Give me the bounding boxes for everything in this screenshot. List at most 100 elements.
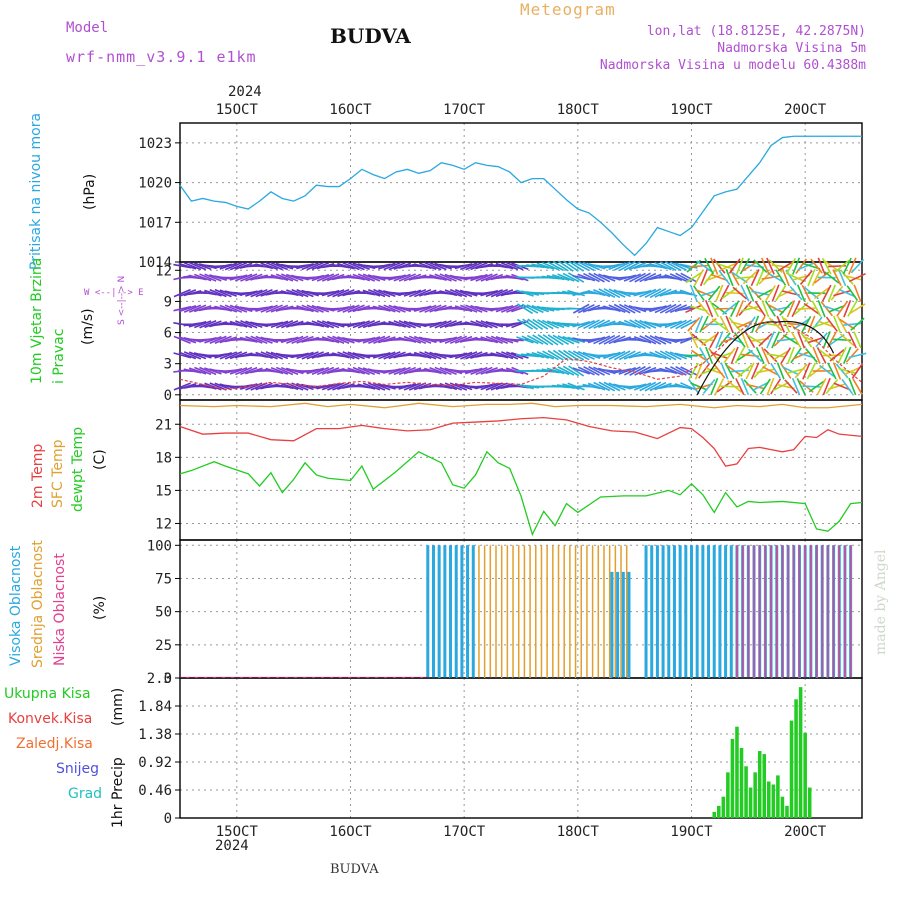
wind-barb [383,368,401,374]
wind-barb [713,258,726,274]
temp2m-line [179,416,863,467]
y-tick-label: 100 [147,538,172,554]
wind-barb [669,261,687,271]
wind-barb [178,336,197,344]
wind-barb [618,303,636,314]
wind-barb [464,367,483,375]
wind-barb [311,262,330,271]
wind-barb [685,271,702,284]
wind-barb [807,268,816,287]
wind-barb [572,303,590,314]
wind-barb [275,273,294,282]
wind-barb [234,262,253,270]
wind-barb [311,351,330,359]
precip-bar [762,754,767,818]
wind-barb [761,346,770,364]
wind-barb [357,337,376,343]
wind-barb [603,334,621,345]
wind-barb [644,288,662,299]
wind-barb [710,273,729,282]
wind-barb [475,337,494,343]
wind-barb [526,304,544,314]
wind-barb [787,273,805,282]
wind-barb [372,305,391,312]
wind-barb [198,290,217,296]
wind-barb [188,320,207,328]
wind-barb [178,304,197,313]
wind-barb [618,366,636,375]
precip-bar [767,781,771,818]
wind-barb [188,367,207,375]
wind-barb [240,273,258,282]
wind-barb [841,378,854,395]
wind-barbs [173,257,867,396]
wind-barb [698,347,710,364]
wind-barb [521,303,539,314]
wind-barb [623,351,641,360]
wind-barb [780,347,792,364]
wind-barb [239,290,258,296]
wind-barb [751,381,769,392]
wind-barb [291,335,309,345]
wind-barb [725,315,734,333]
wind-barb [393,366,411,376]
x-tick-label-bottom: 16OCT [329,824,372,840]
wind-barb [705,273,723,282]
wind-barb [675,365,692,376]
wind-barb [352,366,370,376]
wind-barb [214,305,233,312]
wind-barb [270,262,289,271]
wind-barb [342,262,360,271]
wind-barb [245,335,263,344]
wind-barb [280,336,299,344]
wind-barb [403,335,422,344]
wind-barb [694,315,704,333]
wind-barb [750,362,760,380]
x-tick-label-bottom: 20OCT [784,824,827,840]
wind-barb [480,289,499,297]
x-tick-label-bottom: 17OCT [443,824,486,840]
wind-barb [439,366,457,375]
precip-bar [753,772,757,818]
wind-barb [628,337,647,343]
wind-barb [659,321,678,327]
wind-barb [219,304,238,313]
wind-barb [669,273,687,282]
wind-barb [848,352,867,359]
wind-barb [214,263,233,269]
wind-barb [664,320,683,329]
wind-barb [582,261,601,271]
wind-barb [685,304,703,314]
wind-barb [398,336,417,343]
wind-barb [321,336,340,344]
bottom-year: 2024 [215,838,249,854]
legend-ukupna-kisa: Ukupna Kisa [4,686,91,702]
wind-barb [740,377,750,396]
wind-barb [829,349,845,362]
wind-barb [741,305,759,312]
wind-barb [757,288,774,299]
wind-barb [817,257,826,275]
wind-barb [460,304,478,313]
wind-barb [311,304,330,313]
wind-barb [787,322,806,326]
wind-barb [245,320,263,329]
wind-barb [316,383,335,390]
wind-barb [680,319,698,330]
wind-barb [321,320,340,329]
wind-barb [347,351,365,360]
wind-barb [224,368,243,374]
precip-bar [748,787,753,818]
wind-barb [424,367,442,375]
wind-barb [183,351,202,360]
wind-barb [688,362,699,380]
watermark: made by Angel [873,549,889,656]
wind-barb [424,304,442,313]
wind-barb [265,321,284,328]
wind-barb [183,304,202,313]
wind-barb [454,305,473,313]
wind-barb [485,320,504,328]
wind-barb [694,362,703,380]
wind-barb [260,304,278,313]
wind-barb [624,261,641,271]
